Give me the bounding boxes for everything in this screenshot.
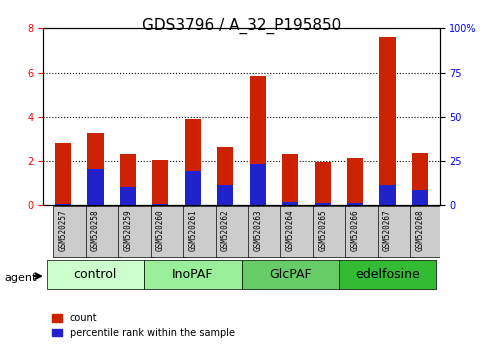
- Bar: [347, 202, 363, 205]
- Bar: [55, 204, 71, 205]
- Bar: [87, 133, 103, 205]
- Bar: [185, 171, 201, 205]
- FancyBboxPatch shape: [378, 206, 413, 257]
- Text: GSM520268: GSM520268: [415, 210, 425, 251]
- Bar: [314, 203, 331, 205]
- Text: edelfosine: edelfosine: [355, 268, 420, 281]
- Text: GSM520267: GSM520267: [383, 210, 392, 251]
- Bar: [314, 162, 331, 205]
- Text: GSM520264: GSM520264: [286, 210, 295, 251]
- FancyBboxPatch shape: [183, 206, 219, 257]
- Bar: [380, 37, 396, 205]
- Bar: [250, 76, 266, 205]
- Bar: [185, 119, 201, 205]
- Text: GlcPAF: GlcPAF: [269, 268, 312, 281]
- Text: GSM520265: GSM520265: [318, 210, 327, 251]
- Bar: [217, 185, 233, 205]
- FancyBboxPatch shape: [118, 206, 154, 257]
- FancyBboxPatch shape: [47, 260, 144, 289]
- FancyBboxPatch shape: [411, 206, 446, 257]
- Text: GSM520259: GSM520259: [123, 210, 132, 251]
- Bar: [120, 187, 136, 205]
- FancyBboxPatch shape: [151, 206, 186, 257]
- FancyBboxPatch shape: [85, 206, 121, 257]
- Bar: [120, 154, 136, 205]
- Bar: [250, 164, 266, 205]
- Bar: [152, 160, 169, 205]
- Bar: [217, 147, 233, 205]
- Text: GSM520258: GSM520258: [91, 210, 100, 251]
- Bar: [282, 154, 298, 205]
- FancyBboxPatch shape: [53, 206, 89, 257]
- Text: GDS3796 / A_32_P195850: GDS3796 / A_32_P195850: [142, 18, 341, 34]
- Bar: [412, 153, 428, 205]
- Bar: [55, 143, 71, 205]
- FancyBboxPatch shape: [242, 260, 339, 289]
- Text: agent: agent: [5, 273, 37, 283]
- FancyBboxPatch shape: [144, 260, 242, 289]
- FancyBboxPatch shape: [248, 206, 284, 257]
- Text: GSM520263: GSM520263: [253, 210, 262, 251]
- Legend: count, percentile rank within the sample: count, percentile rank within the sample: [48, 309, 239, 342]
- Text: GSM520262: GSM520262: [221, 210, 230, 251]
- Text: GSM520260: GSM520260: [156, 210, 165, 251]
- Bar: [87, 169, 103, 205]
- Text: GSM520266: GSM520266: [351, 210, 360, 251]
- Text: GSM520261: GSM520261: [188, 210, 197, 251]
- Bar: [412, 190, 428, 205]
- Bar: [347, 158, 363, 205]
- Text: control: control: [74, 268, 117, 281]
- Bar: [282, 202, 298, 205]
- FancyBboxPatch shape: [281, 206, 316, 257]
- Bar: [152, 204, 169, 205]
- FancyBboxPatch shape: [339, 260, 436, 289]
- Text: InoPAF: InoPAF: [172, 268, 213, 281]
- Text: GSM520257: GSM520257: [58, 210, 68, 251]
- FancyBboxPatch shape: [215, 206, 251, 257]
- FancyBboxPatch shape: [313, 206, 349, 257]
- Bar: [380, 185, 396, 205]
- FancyBboxPatch shape: [345, 206, 381, 257]
